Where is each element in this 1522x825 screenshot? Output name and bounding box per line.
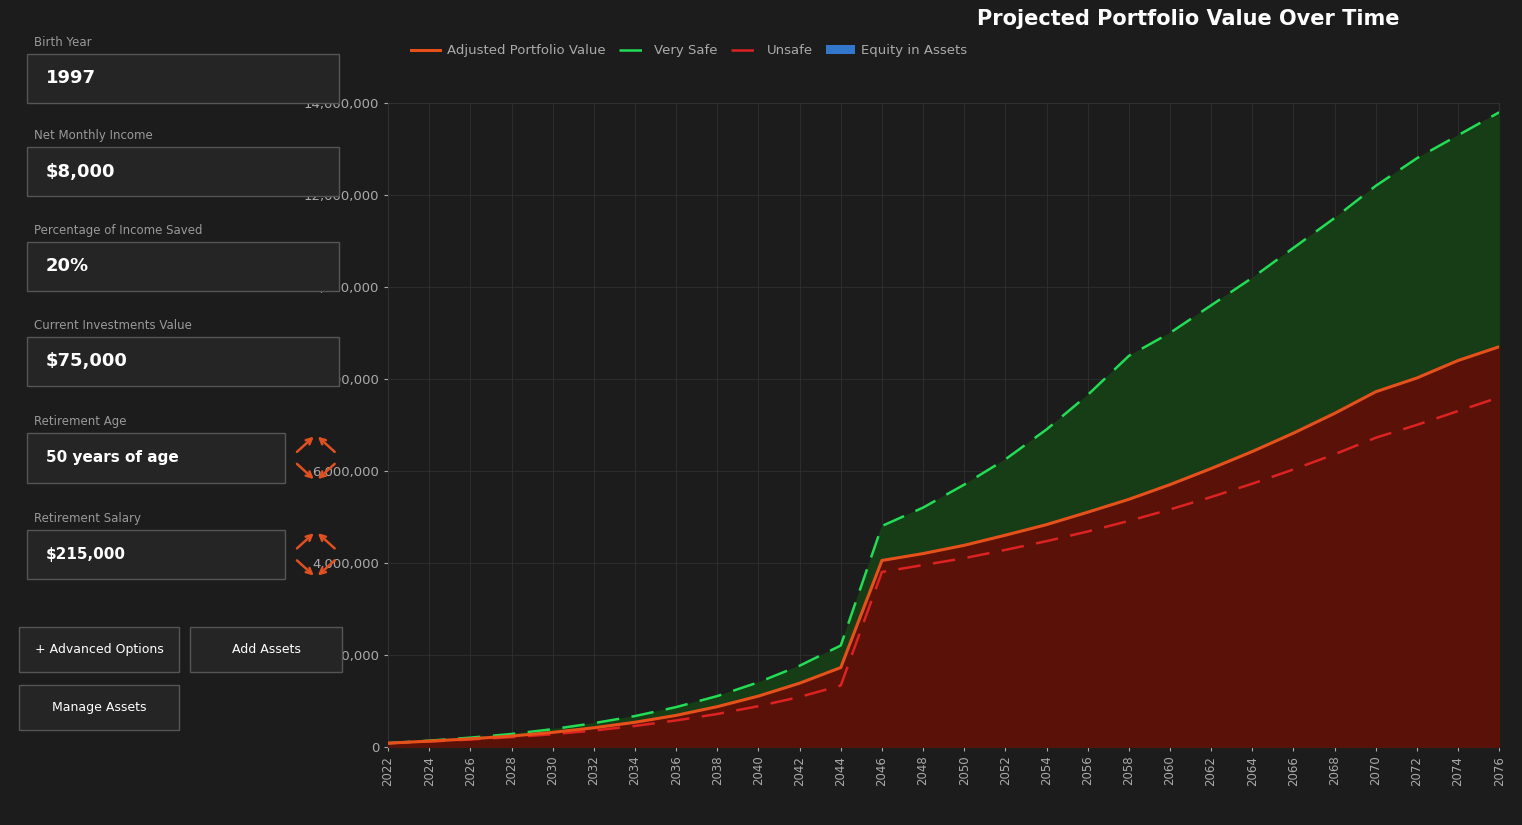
Text: 1997: 1997 — [46, 69, 96, 87]
FancyBboxPatch shape — [190, 627, 342, 672]
Text: 20%: 20% — [46, 257, 88, 276]
Text: Retirement Age: Retirement Age — [35, 415, 126, 428]
Text: Percentage of Income Saved: Percentage of Income Saved — [35, 224, 202, 237]
FancyBboxPatch shape — [20, 685, 180, 730]
Legend: Adjusted Portfolio Value, Very Safe, Unsafe, Equity in Assets: Adjusted Portfolio Value, Very Safe, Uns… — [406, 39, 973, 63]
FancyBboxPatch shape — [27, 242, 338, 291]
FancyBboxPatch shape — [20, 627, 180, 672]
Text: Retirement Salary: Retirement Salary — [35, 512, 142, 525]
Text: Birth Year: Birth Year — [35, 35, 91, 49]
Text: $8,000: $8,000 — [46, 163, 116, 181]
Text: Current Investments Value: Current Investments Value — [35, 318, 192, 332]
Text: Net Monthly Income: Net Monthly Income — [35, 129, 154, 142]
Text: Manage Assets: Manage Assets — [52, 701, 146, 714]
FancyBboxPatch shape — [27, 147, 338, 196]
FancyBboxPatch shape — [27, 337, 338, 386]
Text: $215,000: $215,000 — [46, 547, 126, 562]
FancyBboxPatch shape — [27, 54, 338, 103]
Text: Projected Portfolio Value Over Time: Projected Portfolio Value Over Time — [977, 9, 1399, 29]
Text: 50 years of age: 50 years of age — [46, 450, 178, 465]
FancyBboxPatch shape — [27, 530, 286, 579]
Text: Add Assets: Add Assets — [231, 644, 301, 656]
FancyBboxPatch shape — [27, 433, 286, 483]
Text: $75,000: $75,000 — [46, 352, 128, 370]
Text: + Advanced Options: + Advanced Options — [35, 644, 163, 656]
